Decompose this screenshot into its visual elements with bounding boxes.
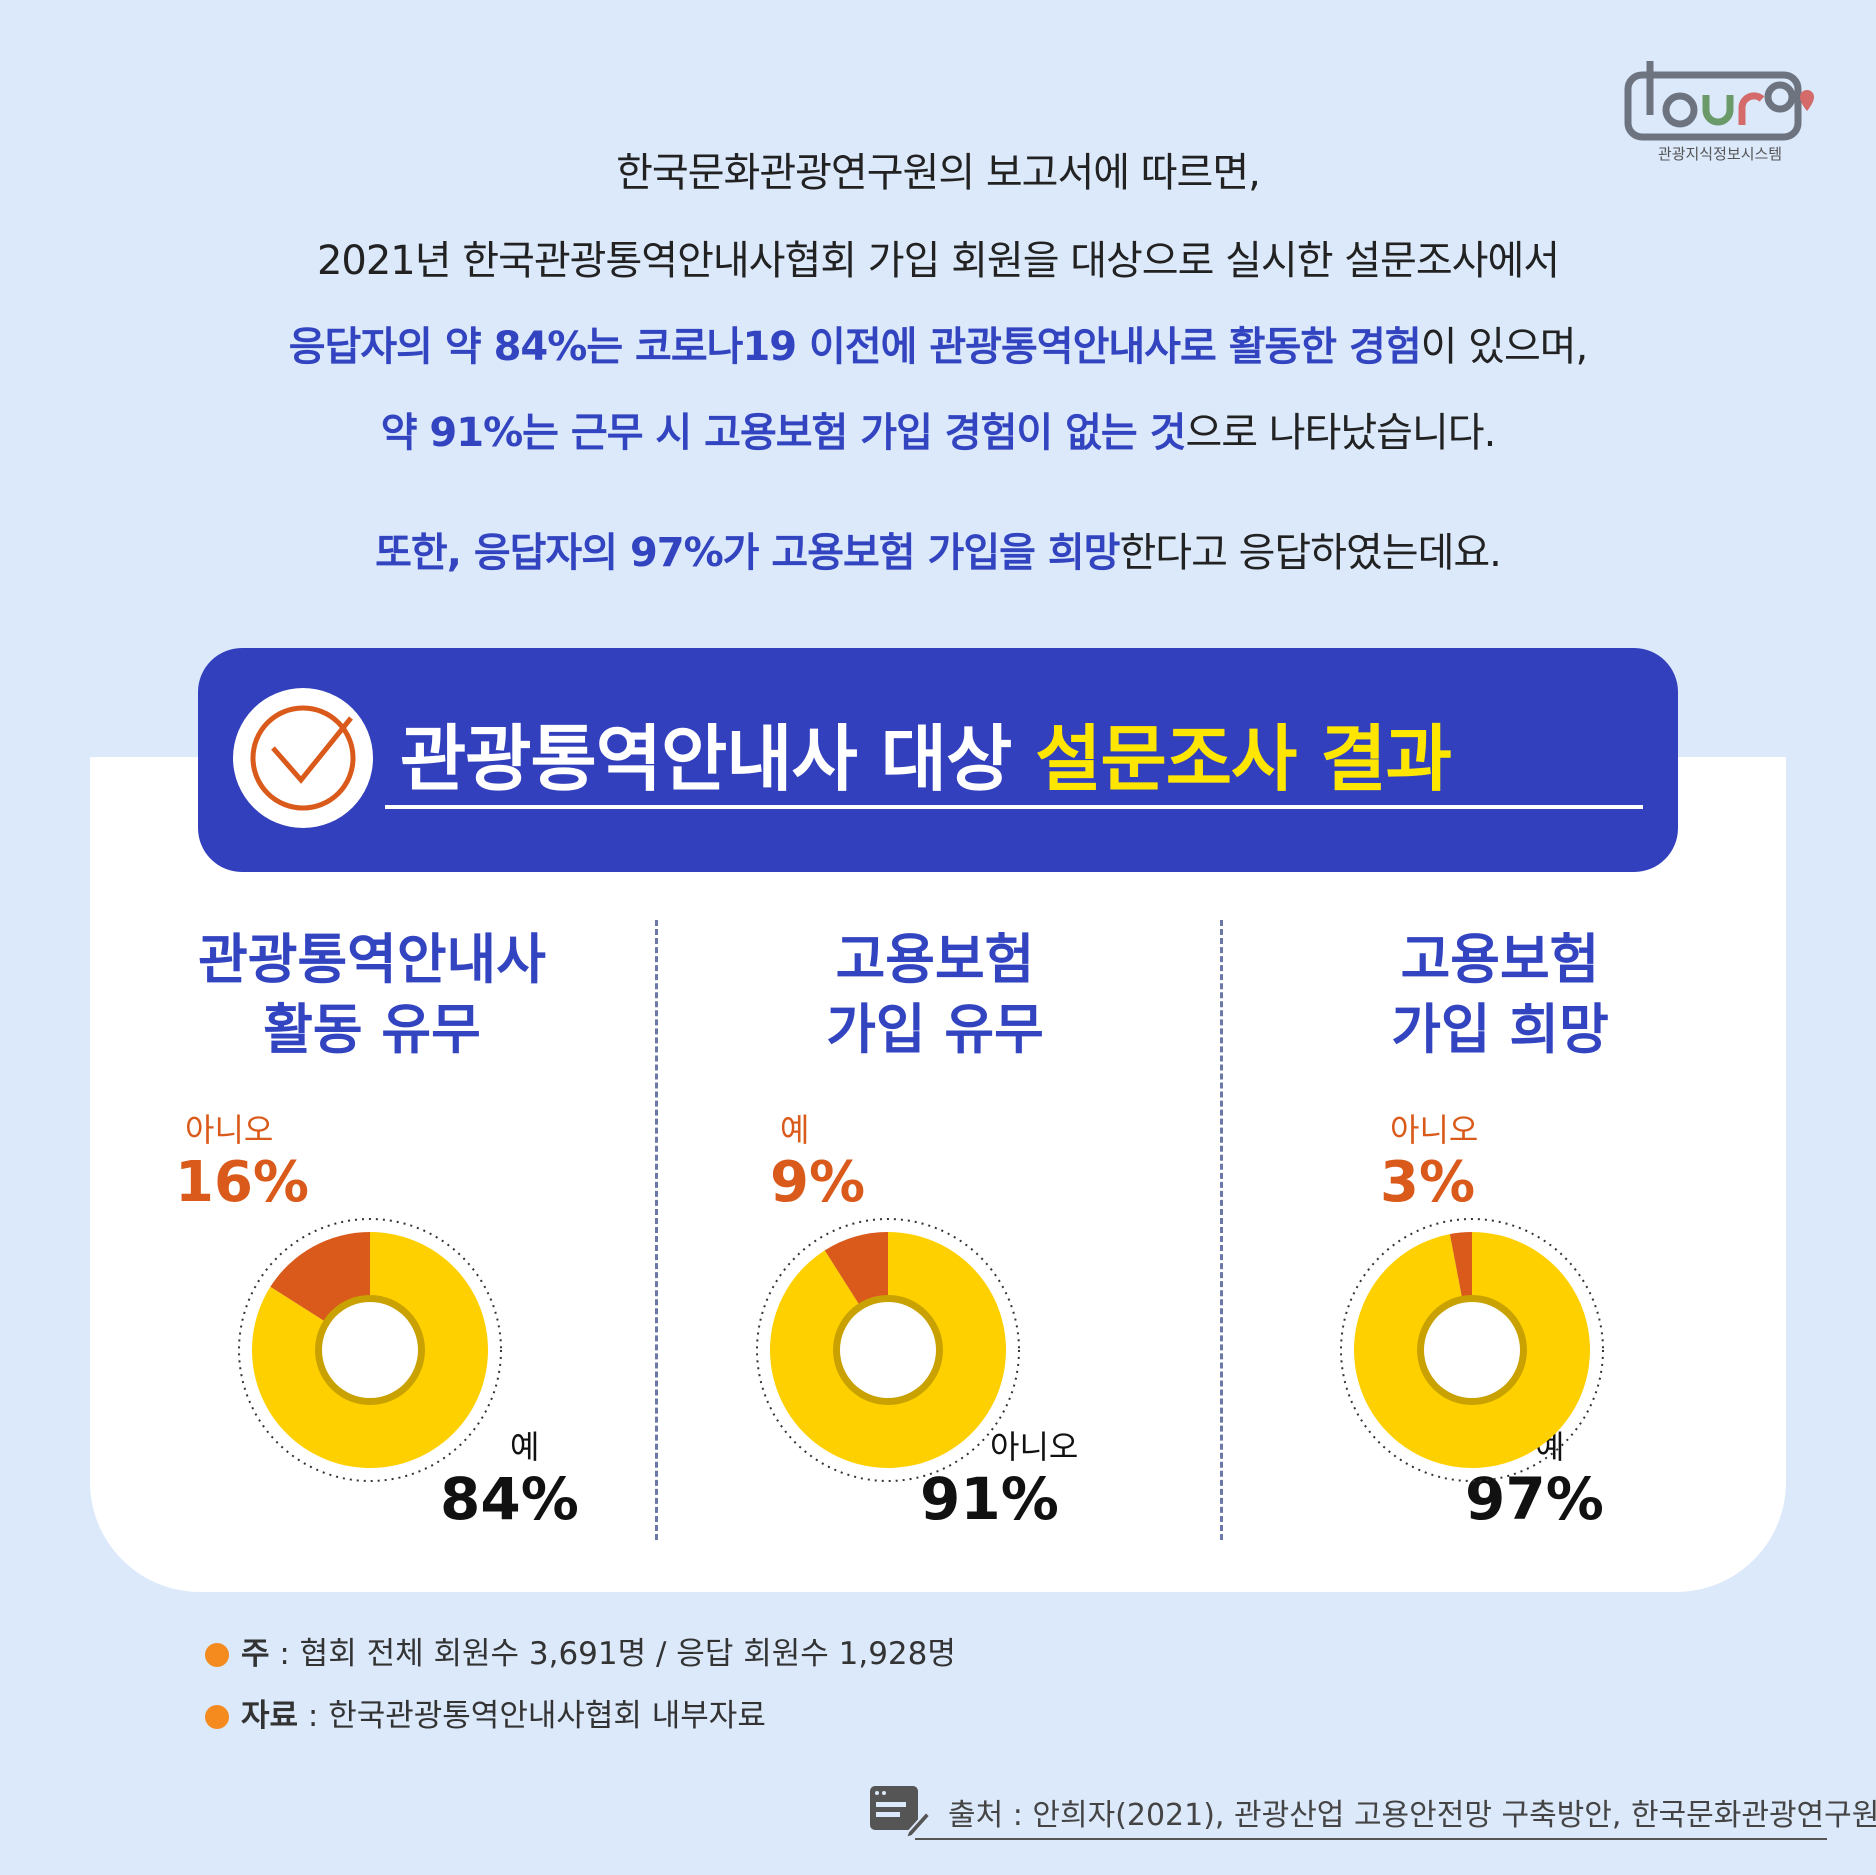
title-white: 관광통역안내사 대상 bbox=[400, 717, 1036, 801]
column-divider bbox=[655, 920, 658, 1540]
chart-title-line-2: 가입 유무 bbox=[826, 998, 1044, 1061]
minor-slice-label: 예 bbox=[780, 1111, 810, 1149]
chart-title-line-2: 활동 유무 bbox=[263, 998, 481, 1061]
donut-chart bbox=[756, 1218, 1020, 1482]
dotted-outline bbox=[238, 1218, 502, 1482]
chart-title-line-1: 고용보험 bbox=[835, 928, 1035, 991]
major-slice-value: 97% bbox=[1465, 1465, 1604, 1533]
donut-hole bbox=[840, 1302, 936, 1398]
banner-title: 관광통역안내사 대상 설문조사 결과 bbox=[400, 700, 1452, 805]
minor-slice-label: 아니오 bbox=[185, 1111, 274, 1149]
intro-line-3: 응답자의 약 84%는 코로나19 이전에 관광통역안내사로 활동한 경험이 있… bbox=[0, 314, 1876, 372]
note-key: 주 bbox=[241, 1636, 270, 1672]
note-source-data: 자료 : 한국관광통역안내사협회 내부자료 bbox=[205, 1690, 766, 1735]
intro-line-5: 또한, 응답자의 97%가 고용보험 가입을 희망한다고 응답하였는데요. bbox=[0, 520, 1876, 578]
chart-title-line-2: 가입 희망 bbox=[1391, 998, 1609, 1061]
text: 으로 나타났습니다. bbox=[1185, 410, 1496, 456]
donut-chart bbox=[238, 1218, 502, 1482]
highlight: 약 91%는 근무 시 고용보험 가입 경험이 없는 것 bbox=[380, 410, 1187, 456]
minor-slice-label: 아니오 bbox=[1390, 1111, 1479, 1149]
chart-title-line-1: 고용보험 bbox=[1400, 928, 1600, 991]
bullet-icon bbox=[205, 1643, 229, 1667]
highlight: 응답자의 약 84%는 코로나19 이전에 관광통역안내사로 활동한 경험 bbox=[288, 324, 1422, 370]
results-banner bbox=[198, 648, 1678, 872]
major-slice-value: 91% bbox=[920, 1465, 1059, 1533]
dotted-outline bbox=[756, 1218, 1020, 1482]
bullet-icon bbox=[205, 1705, 229, 1729]
note-text: : 협회 전체 회원수 3,691명 / 응답 회원수 1,928명 bbox=[269, 1636, 956, 1672]
note-key: 자료 bbox=[241, 1698, 299, 1734]
banner-underline bbox=[385, 805, 1643, 809]
check-icon bbox=[233, 688, 373, 828]
donut-hole bbox=[322, 1302, 418, 1398]
minor-slice-value: 3% bbox=[1380, 1150, 1476, 1215]
intro-line-2: 2021년 한국관광통역안내사협회 가입 회원을 대상으로 실시한 설문조사에서 bbox=[316, 238, 1560, 284]
major-slice-label: 아니오 bbox=[990, 1428, 1079, 1466]
note-members: 주 : 협회 전체 회원수 3,691명 / 응답 회원수 1,928명 bbox=[205, 1628, 956, 1673]
source-citation: 출처 : 안희자(2021), 관광산업 고용안전망 구축방안, 한국문화관광연… bbox=[948, 1798, 1876, 1833]
text: 한다고 응답하였는데요. bbox=[1119, 530, 1501, 576]
logo-subtitle: 관광지식정보시스템 bbox=[1657, 145, 1783, 163]
note-text: : 한국관광통역안내사협회 내부자료 bbox=[298, 1698, 766, 1734]
donut-chart bbox=[1340, 1218, 1604, 1482]
text: 이 있으며, bbox=[1420, 324, 1589, 370]
minor-slice-value: 9% bbox=[770, 1150, 866, 1215]
highlight: 또한, 응답자의 97%가 고용보험 가입을 희망 bbox=[375, 530, 1120, 576]
tourg-logo bbox=[1624, 61, 1814, 141]
minor-slice-value: 16% bbox=[175, 1150, 310, 1215]
column-divider bbox=[1220, 920, 1223, 1540]
document-pencil-icon bbox=[870, 1786, 930, 1840]
intro-line-1: 한국문화관광연구원의 보고서에 따르면, bbox=[616, 150, 1261, 196]
major-slice-label: 예 bbox=[510, 1428, 540, 1466]
donut-hole bbox=[1424, 1302, 1520, 1398]
source-underline bbox=[915, 1838, 1827, 1840]
dotted-outline bbox=[1340, 1218, 1604, 1482]
intro-line-4: 약 91%는 근무 시 고용보험 가입 경험이 없는 것으로 나타났습니다. bbox=[0, 400, 1876, 458]
title-yellow: 설문조사 결과 bbox=[1035, 717, 1452, 801]
major-slice-value: 84% bbox=[440, 1465, 579, 1533]
chart-title-line-1: 관광통역안내사 bbox=[198, 928, 546, 991]
